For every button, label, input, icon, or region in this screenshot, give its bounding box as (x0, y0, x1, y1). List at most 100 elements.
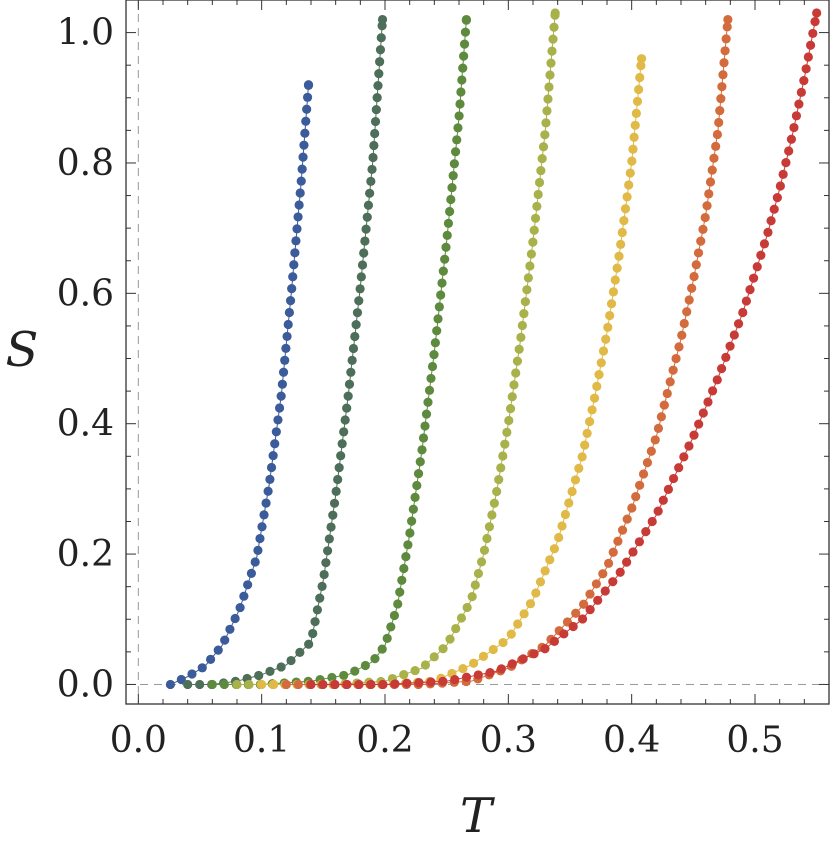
data-point (708, 386, 718, 396)
data-point (506, 629, 516, 639)
data-point (600, 586, 610, 596)
data-point (453, 123, 463, 133)
data-point (457, 75, 467, 85)
data-point (658, 495, 668, 505)
data-point (308, 628, 318, 639)
data-point (784, 146, 794, 156)
data-point (270, 439, 280, 449)
data-point (300, 128, 310, 138)
data-point (606, 299, 617, 309)
data-point (197, 663, 207, 673)
data-point (366, 176, 376, 186)
data-point (363, 200, 374, 210)
data-point (473, 568, 484, 579)
data-point (677, 330, 687, 340)
data-point (250, 557, 260, 567)
data-point (674, 342, 684, 352)
data-point (662, 388, 672, 399)
data-point (350, 331, 360, 342)
data-point (549, 636, 560, 646)
data-point (370, 128, 380, 139)
data-point (631, 108, 641, 118)
data-point (647, 516, 657, 527)
data-point (533, 189, 543, 200)
data-point (564, 498, 574, 508)
data-point (292, 224, 302, 234)
data-point (303, 80, 314, 90)
data-point (340, 415, 350, 425)
data-point (266, 462, 277, 473)
data-point (386, 622, 396, 632)
data-point (205, 654, 216, 664)
data-point (535, 577, 546, 587)
data-point (183, 679, 193, 690)
data-point (393, 599, 403, 609)
data-point (577, 452, 587, 462)
data-point (445, 206, 455, 217)
data-point (741, 296, 751, 306)
data-point (794, 99, 804, 109)
y-axis-title: S (6, 322, 39, 378)
data-point (310, 617, 320, 627)
data-point (494, 475, 504, 485)
data-point (545, 70, 555, 80)
data-point (352, 308, 363, 318)
data-point (519, 308, 529, 319)
data-point (369, 140, 379, 151)
data-point (207, 679, 217, 690)
data-point (721, 352, 731, 362)
data-point (525, 599, 536, 609)
data-point (516, 332, 526, 342)
data-point (628, 547, 638, 557)
data-point (578, 599, 589, 609)
data-point (612, 263, 622, 273)
data-point (547, 46, 557, 56)
y-tick-label: 0.4 (57, 404, 114, 445)
plot-frame (125, 0, 830, 705)
data-point (213, 645, 223, 655)
data-point (684, 295, 694, 305)
data-point (265, 666, 275, 676)
data-point (276, 391, 286, 401)
data-point (805, 40, 816, 50)
data-point (608, 287, 619, 297)
series-2 (183, 14, 388, 690)
data-point (339, 670, 349, 681)
data-point (712, 129, 723, 140)
data-point (628, 144, 638, 154)
data-point (438, 644, 448, 654)
data-point (721, 34, 731, 44)
data-point (687, 283, 697, 293)
data-point (450, 147, 461, 157)
data-point (176, 674, 186, 685)
data-point (541, 118, 551, 128)
data-point (336, 451, 346, 461)
data-point (312, 605, 323, 615)
data-point (418, 433, 429, 443)
data-point (403, 540, 413, 550)
data-point (414, 678, 424, 688)
y-tick-label: 1.0 (57, 13, 114, 54)
data-point (255, 533, 265, 544)
data-point (448, 171, 458, 181)
data-point (355, 284, 365, 294)
data-point (496, 463, 506, 473)
data-point (725, 341, 735, 351)
data-point (333, 474, 343, 485)
data-point (415, 457, 425, 467)
data-point (518, 654, 528, 664)
data-point (467, 592, 477, 602)
series-1 (165, 80, 314, 690)
data-point (459, 51, 469, 61)
data-point (682, 307, 692, 317)
data-point (789, 122, 799, 133)
data-point (577, 614, 588, 624)
data-point (668, 473, 679, 484)
data-point (330, 679, 340, 690)
data-point (289, 260, 299, 270)
series-line (170, 84, 310, 685)
data-point (520, 297, 530, 307)
series-layer (165, 8, 822, 690)
data-point (410, 665, 420, 676)
data-point (693, 248, 704, 258)
